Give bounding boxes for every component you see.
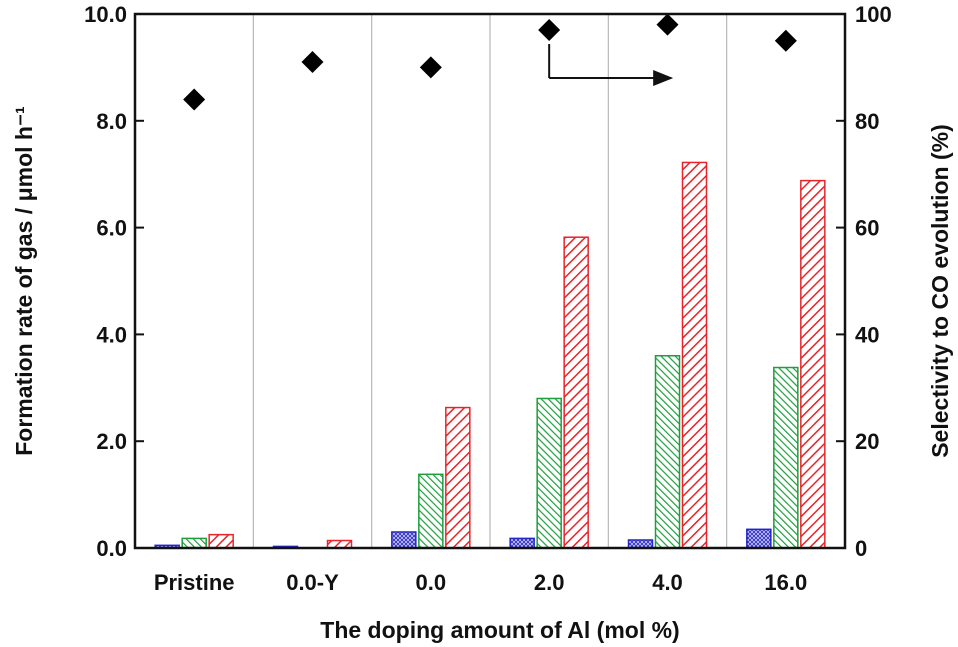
bar — [563, 236, 589, 549]
y-tick-label: 0.0 — [96, 536, 127, 561]
y-tick-label: 6.0 — [96, 216, 127, 241]
y2-axis-title: Selectivity to CO evolution (%) — [927, 124, 953, 458]
x-tick-label: 0.0 — [416, 570, 447, 595]
x-tick-label: Pristine — [154, 570, 235, 595]
x-tick-label: 4.0 — [652, 570, 683, 595]
bar — [681, 161, 708, 549]
plot-border — [133, 12, 847, 550]
bar — [773, 366, 799, 549]
x-tick-label: 16.0 — [764, 570, 807, 595]
y2-tick-label: 60 — [855, 216, 879, 241]
left-axis-ticks: 0.0 2.0 4.0 6.0 8.0 10.0 — [84, 2, 144, 561]
selectivity-point — [656, 13, 679, 36]
plot-area: 0.0 2.0 4.0 6.0 8.0 10.0 0 20 40 60 80 100 Pristin… — [84, 2, 892, 595]
selectivity-markers — [183, 13, 797, 111]
right-axis-ticks: 0 20 40 60 80 100 — [836, 2, 892, 561]
bar — [746, 528, 772, 549]
x-axis-title: The doping amount of Al (mol %) — [320, 617, 679, 643]
category-separators — [252, 14, 728, 548]
y-tick-label: 10.0 — [84, 2, 127, 27]
bar — [391, 531, 417, 549]
category-labels: Pristine 0.0-Y 0.0 2.0 4.0 16.0 — [154, 570, 807, 595]
y2-tick-label: 40 — [855, 322, 879, 347]
y2-tick-label: 100 — [855, 2, 892, 27]
bar — [654, 355, 681, 549]
y-tick-label: 2.0 — [96, 429, 127, 454]
y-axis-title: Formation rate of gas / μmol h⁻¹ — [11, 106, 37, 456]
y-tick-label: 4.0 — [96, 322, 127, 347]
bar — [509, 537, 535, 549]
selectivity-point — [538, 19, 561, 42]
y2-tick-label: 0 — [855, 536, 867, 561]
x-tick-label: 0.0-Y — [286, 570, 339, 595]
bar — [208, 533, 234, 549]
x-tick-label: 2.0 — [534, 570, 565, 595]
y2-tick-label: 80 — [855, 109, 879, 134]
selectivity-point — [301, 51, 324, 74]
bar — [800, 179, 826, 549]
y-tick-label: 8.0 — [96, 109, 127, 134]
bar — [181, 537, 207, 549]
selectivity-point — [419, 56, 442, 79]
bars — [154, 161, 826, 549]
y2-tick-label: 20 — [855, 429, 879, 454]
selectivity-point — [183, 88, 206, 111]
bar — [536, 397, 562, 549]
bar — [418, 473, 444, 549]
bar — [445, 406, 471, 549]
selectivity-point — [774, 29, 797, 52]
